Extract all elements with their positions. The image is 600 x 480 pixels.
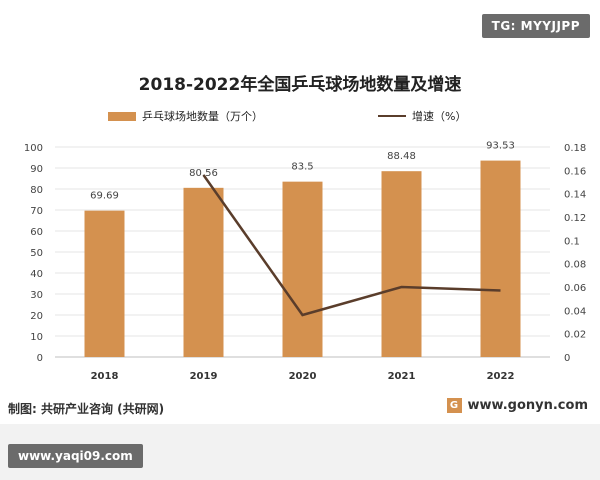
- site-url: www.gonyn.com: [467, 398, 588, 413]
- bar: [183, 187, 224, 357]
- y-tick-label-right: 0.1: [564, 236, 580, 247]
- bar-data-label: 93.53: [486, 141, 515, 152]
- bar-data-label: 88.48: [387, 151, 416, 162]
- legend-item-line: 增速（%）: [378, 108, 466, 124]
- y-tick-label-left: 60: [30, 227, 43, 238]
- legend-item-bars: 乒乓球场地数量（万个）: [108, 108, 263, 124]
- legend: 乒乓球场地数量（万个） 增速（%）: [0, 108, 600, 128]
- bar: [381, 171, 422, 357]
- growth-line: [202, 174, 501, 317]
- x-tick-label: 2018: [91, 371, 119, 382]
- x-tick-label: 2021: [388, 371, 416, 382]
- y-tick-label-left: 50: [30, 248, 43, 259]
- y-tick-label-right: 0.18: [564, 143, 586, 154]
- legend-bar-swatch: [108, 111, 136, 121]
- legend-line-swatch: [378, 115, 406, 117]
- x-tick-label: 2019: [190, 371, 218, 382]
- watermark-url: www.yaqi09.com: [8, 444, 143, 468]
- y-tick-label-left: 40: [30, 269, 43, 280]
- bar: [84, 210, 125, 357]
- y-tick-label-right: 0: [564, 353, 570, 364]
- x-tick-label: 2020: [289, 371, 317, 382]
- y-tick-label-left: 90: [30, 164, 43, 175]
- y-tick-label-left: 10: [30, 332, 43, 343]
- y-tick-label-left: 0: [37, 353, 43, 364]
- y-tick-label-right: 0.08: [564, 260, 586, 271]
- y-tick-label-left: 30: [30, 290, 43, 301]
- gonyn-logo-icon: G: [446, 398, 462, 413]
- legend-line-label: 增速（%）: [412, 110, 467, 123]
- y-tick-label-left: 70: [30, 206, 43, 217]
- bar-data-label: 80.56: [189, 168, 218, 179]
- y-tick-label-right: 0.04: [564, 306, 586, 317]
- x-tick-label: 2022: [487, 371, 515, 382]
- y-tick-label-left: 80: [30, 185, 43, 196]
- bar-data-label: 83.5: [291, 162, 313, 173]
- y-tick-label-left: 100: [24, 143, 43, 154]
- y-tick-label-right: 0.12: [564, 213, 586, 224]
- y-tick-label-right: 0.02: [564, 330, 586, 341]
- bar-data-label: 69.69: [90, 191, 119, 202]
- bar: [282, 181, 323, 357]
- watermark-tag: TG: MYYJJPP: [481, 14, 590, 38]
- y-tick-label-right: 0.06: [564, 283, 586, 294]
- chart-title: 2018-2022年全国乒乓球场地数量及增速: [138, 75, 462, 95]
- y-tick-label-right: 0.16: [564, 166, 586, 177]
- source-note: 制图: 共研产业咨询 (共研网): [8, 402, 165, 416]
- legend-bar-label: 乒乓球场地数量（万个）: [142, 110, 263, 123]
- y-tick-label-right: 0.14: [564, 190, 586, 201]
- y-tick-label-left: 20: [30, 311, 43, 322]
- site-credit: G www.gonyn.com: [446, 398, 588, 413]
- bar: [480, 160, 521, 357]
